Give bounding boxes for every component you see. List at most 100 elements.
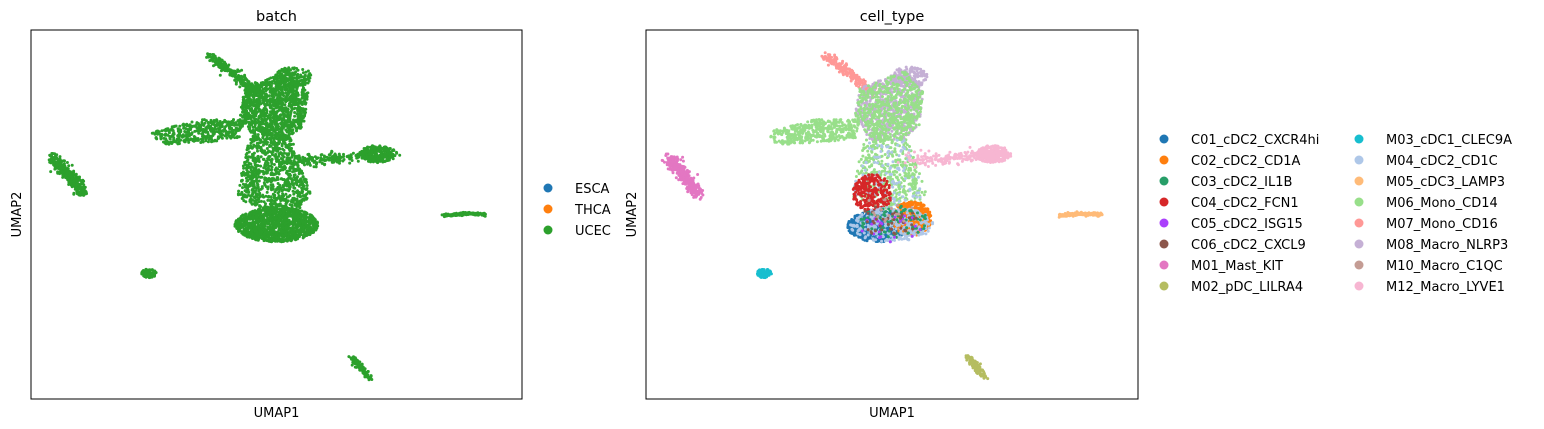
data-point	[70, 163, 74, 167]
data-point	[64, 176, 68, 180]
data-point	[282, 117, 286, 121]
data-point	[269, 113, 273, 117]
data-point	[237, 74, 241, 78]
data-point	[215, 121, 219, 125]
data-point	[332, 160, 336, 164]
data-point	[160, 129, 164, 133]
data-point	[218, 65, 222, 68]
data-point	[270, 233, 274, 237]
data-point	[289, 112, 293, 116]
data-point	[207, 55, 211, 59]
data-point	[257, 136, 261, 140]
data-point	[286, 126, 290, 130]
data-point	[265, 111, 269, 115]
data-point	[280, 129, 284, 133]
data-point	[241, 101, 245, 105]
data-point	[77, 178, 81, 182]
data-point	[357, 155, 361, 159]
data-point	[272, 103, 276, 106]
data-point	[248, 98, 252, 102]
data-point	[259, 164, 263, 168]
data-point	[253, 119, 256, 123]
data-point	[290, 87, 294, 91]
data-point	[259, 155, 263, 159]
data-point	[279, 177, 283, 181]
data-point	[270, 92, 274, 96]
data-point	[270, 100, 274, 104]
data-point	[298, 199, 301, 203]
data-point	[248, 126, 252, 129]
data-point	[232, 118, 235, 122]
data-point	[250, 93, 254, 97]
data-point	[288, 187, 292, 191]
data-point	[265, 147, 269, 150]
data-point	[269, 160, 273, 164]
data-point	[257, 188, 261, 192]
data-point	[283, 151, 286, 155]
data-point	[300, 189, 304, 193]
data-point	[243, 231, 247, 235]
data-point	[269, 219, 273, 222]
data-point	[330, 149, 334, 153]
data-point	[253, 135, 257, 138]
data-point	[189, 126, 192, 130]
data-point	[307, 223, 311, 227]
data-point	[297, 154, 301, 158]
data-point	[215, 118, 219, 122]
data-point	[279, 113, 283, 117]
data-point	[249, 226, 253, 229]
data-point	[243, 110, 247, 114]
data-point	[323, 159, 327, 162]
data-point	[262, 239, 266, 243]
data-point	[261, 98, 265, 102]
data-point	[159, 136, 163, 140]
data-point	[172, 125, 176, 129]
data-point	[272, 225, 276, 229]
data-point	[391, 149, 395, 153]
data-point	[219, 124, 223, 127]
data-point	[255, 147, 259, 150]
data-point	[285, 226, 289, 230]
data-point	[338, 161, 341, 165]
data-point	[166, 127, 170, 131]
data-point	[338, 156, 342, 160]
data-point	[257, 168, 261, 172]
data-point	[271, 112, 275, 116]
data-point	[277, 171, 280, 174]
data-point	[294, 118, 298, 122]
data-point	[280, 89, 284, 93]
data-point	[292, 98, 296, 102]
data-point	[269, 168, 273, 172]
data-point	[314, 162, 318, 166]
data-point	[257, 115, 261, 119]
data-point	[277, 97, 280, 101]
data-point	[294, 83, 298, 87]
data-point	[228, 68, 232, 72]
data-point	[246, 179, 250, 182]
data-point	[237, 222, 241, 226]
data-point	[380, 154, 384, 158]
data-point	[271, 192, 275, 196]
data-point	[263, 209, 267, 213]
data-point	[250, 107, 254, 110]
data-point	[203, 121, 207, 125]
data-point	[299, 112, 303, 116]
data-point	[301, 182, 305, 186]
data-point	[269, 164, 273, 168]
data-point	[270, 141, 274, 145]
data-point	[387, 147, 391, 151]
data-point	[288, 238, 291, 242]
data-point	[261, 195, 265, 199]
data-point	[308, 72, 312, 76]
data-point	[249, 146, 253, 150]
data-point	[274, 213, 278, 217]
data-point	[65, 161, 69, 164]
data-point	[342, 152, 345, 156]
data-point	[61, 173, 65, 177]
data-point	[291, 207, 295, 211]
data-point	[281, 196, 285, 200]
data-point	[277, 238, 281, 242]
data-point	[63, 167, 66, 170]
data-point	[224, 134, 228, 138]
data-point	[245, 95, 249, 99]
